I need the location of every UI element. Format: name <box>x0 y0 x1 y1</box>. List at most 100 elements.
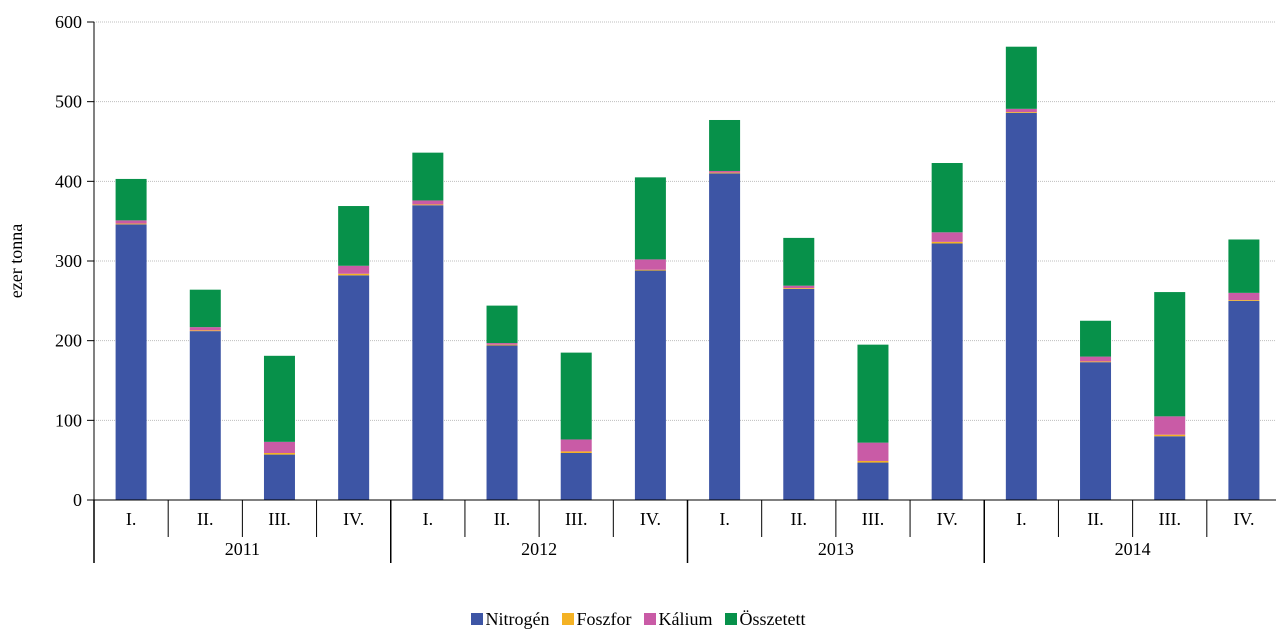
bar-segment <box>857 344 889 443</box>
bar-segment <box>560 452 592 500</box>
bar-segment <box>1154 292 1186 417</box>
y-tick-label: 100 <box>55 410 82 430</box>
y-tick-label: 400 <box>55 171 82 191</box>
x-tick-label: IV. <box>343 509 364 529</box>
bar-segment <box>263 454 295 500</box>
bar-segment <box>709 173 741 500</box>
bar-segment <box>263 355 295 442</box>
y-tick-label: 600 <box>55 12 82 32</box>
x-tick-label: I. <box>126 509 137 529</box>
bar-segment <box>263 452 295 455</box>
legend: Nitrogén Foszfor Kálium Összetett <box>0 605 1276 633</box>
bar-segment <box>857 462 889 500</box>
x-tick-label: II. <box>197 509 214 529</box>
bar-segment <box>189 330 221 332</box>
bar-segment <box>338 275 370 500</box>
x-group-label: 2013 <box>818 539 854 559</box>
bar-segment <box>1005 112 1037 113</box>
bar-segment <box>189 289 221 328</box>
bar-segment <box>931 163 963 233</box>
x-tick-label: III. <box>862 509 884 529</box>
bar-segment <box>857 442 889 461</box>
bar-segment <box>1154 416 1186 435</box>
bar-segment <box>1080 362 1112 500</box>
bar-segment <box>634 270 666 500</box>
x-tick-label: I. <box>719 509 730 529</box>
bar-segment <box>1080 361 1112 363</box>
y-tick-label: 300 <box>55 251 82 271</box>
legend-item: Nitrogén <box>470 608 550 630</box>
bar-segment <box>115 224 147 500</box>
bar-segment <box>115 178 147 221</box>
bar-segment <box>783 288 815 500</box>
bar-segment <box>412 200 444 205</box>
x-tick-label: IV. <box>1233 509 1254 529</box>
legend-swatch <box>470 613 483 625</box>
bar-segment <box>1154 436 1186 500</box>
bar-segment <box>1005 108 1037 113</box>
x-tick-label: IV. <box>937 509 958 529</box>
legend-label: Nitrogén <box>485 608 550 629</box>
x-tick-label: III. <box>1158 509 1180 529</box>
bar-segment <box>486 345 518 500</box>
y-tick-label: 0 <box>73 490 82 510</box>
bar-segment <box>560 352 592 440</box>
bar-segment <box>634 259 666 270</box>
bar-segment <box>412 152 444 201</box>
bar-segment <box>709 170 741 173</box>
x-group-label: 2012 <box>521 539 557 559</box>
x-tick-label: II. <box>791 509 808 529</box>
y-tick-label: 200 <box>55 331 82 351</box>
bar-segment <box>931 241 963 244</box>
bar-segment <box>1154 434 1186 437</box>
legend-swatch <box>643 613 656 625</box>
bar-segment <box>338 265 370 274</box>
bar-segment <box>486 344 518 346</box>
bar-segment <box>783 285 815 289</box>
bar-segment <box>857 460 889 463</box>
x-tick-label: I. <box>1016 509 1027 529</box>
legend-swatch <box>561 613 574 625</box>
x-axis: I. II. III. IV. I. II. III. IV. I. II. III. IV. I. II… <box>93 499 1276 563</box>
legend-item: Kálium <box>643 609 713 630</box>
bar-segment <box>1228 300 1260 500</box>
bar-segment <box>709 172 741 174</box>
y-axis: 0 100 200 300 400 500 600 <box>55 12 95 510</box>
legend-swatch <box>724 613 737 625</box>
legend-item: Foszfor <box>561 608 632 630</box>
y-axis-label: ezer tonna <box>6 224 26 298</box>
bar-segment <box>1228 300 1260 301</box>
bar-segment <box>412 205 444 500</box>
x-group-label: 2011 <box>225 539 260 559</box>
legend-label: Foszfor <box>576 608 632 629</box>
x-tick-label: II. <box>494 509 511 529</box>
bar-segment <box>634 269 666 271</box>
bars <box>115 46 1260 500</box>
bar-segment <box>115 223 147 225</box>
bar-segment <box>115 220 147 224</box>
bar-segment <box>931 232 963 242</box>
bar-segment <box>189 331 221 500</box>
bar-segment <box>1005 46 1037 109</box>
x-tick-label: IV. <box>640 509 661 529</box>
bar-segment <box>1005 112 1037 500</box>
bar-segment <box>486 305 518 344</box>
bar-segment <box>189 327 221 331</box>
bar-segment <box>486 343 518 345</box>
bar-segment <box>931 243 963 500</box>
bar-segment <box>1080 320 1112 357</box>
bar-segment <box>783 288 815 289</box>
bar-segment <box>338 273 370 276</box>
bar-segment <box>412 204 444 206</box>
x-tick-label: II. <box>1087 509 1104 529</box>
bar-segment <box>1080 356 1112 362</box>
x-tick-label: I. <box>423 509 434 529</box>
bar-segment <box>1228 292 1260 301</box>
x-tick-label: III. <box>565 509 587 529</box>
bar-segment <box>709 119 741 171</box>
bar-segment <box>338 206 370 266</box>
bar-segment <box>560 451 592 453</box>
bar-segment <box>1228 239 1260 293</box>
legend-item: Összetett <box>724 609 805 630</box>
